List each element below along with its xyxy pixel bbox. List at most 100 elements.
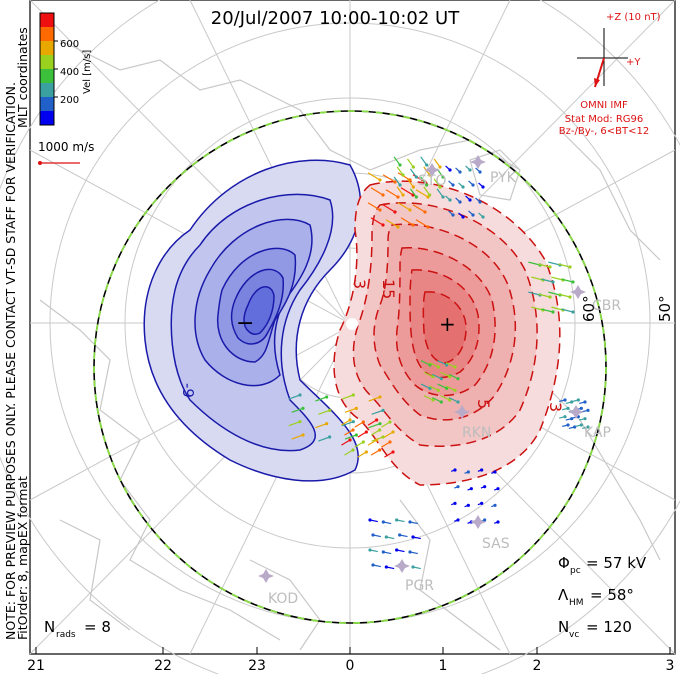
svg-text:HM: HM [569,598,584,608]
velocity-vector-origin [371,533,375,537]
station-label-kod: KOD [268,591,298,607]
velocity-vector-origin [378,208,382,212]
velocity-vector-origin [471,183,475,187]
colorbar-swatch [40,55,54,69]
velocity-vector-origin [493,470,497,474]
velocity-vector-origin [301,433,305,437]
velocity-vector [420,383,431,389]
svg-text:Λ: Λ [558,586,569,604]
velocity-vector-origin [428,193,432,197]
velocity-vector-origin [478,200,482,204]
station-label-pyk: PYK [490,170,517,186]
velocity-vector [357,431,367,438]
velocity-vector [370,217,384,226]
velocity-vector-origin [566,406,570,410]
velocity-vector [315,396,327,402]
velocity-vector-origin [368,518,372,522]
velocity-vector [423,186,431,196]
velocity-vector-origin [408,208,412,212]
colorbar-swatch [40,27,54,41]
velocity-vector-origin [445,386,449,390]
velocity-vector [531,276,544,281]
velocity-vector-origin [453,468,457,472]
imf-clock [577,28,628,88]
velocity-vector [291,434,304,440]
station-label-cbr: CBR [592,298,621,314]
velocity-vector [561,278,574,283]
velocity-vector-origin [395,518,399,522]
velocity-vector [354,441,364,448]
svg-text:pc: pc [570,566,581,576]
velocity-vector [423,395,434,401]
latitude-label-50: 50° [656,295,674,322]
velocity-vector-origin [436,365,440,369]
velocity-vector [558,293,571,298]
velocity-vector-origin [568,265,572,269]
contour-neg-6 [243,286,275,335]
velocity-vector-origin [361,420,365,424]
velocity-vector-origin [328,408,332,412]
velocity-vector-origin [583,400,587,404]
mlt-tick-label: 1 [439,658,448,674]
contour-label-neg: -9 [179,383,197,398]
velocity-vector-origin [381,193,385,197]
velocity-vector-origin [325,422,329,426]
station-label-sto: STO [418,173,446,189]
velocity-vector-origin [414,175,418,179]
velocity-vector-origin [393,180,397,184]
velocity-vector-origin [551,310,555,314]
velocity-vector [440,371,450,378]
negative-potential-cell [143,159,362,482]
velocity-vector-origin [456,377,460,381]
velocity-vector [344,449,354,456]
svg-text:Φ: Φ [558,554,570,572]
velocity-vector-origin [411,185,415,189]
scale-vector-dot [38,161,42,165]
velocity-vector [291,407,304,413]
velocity-vector [344,429,354,436]
station-marker-kod [258,569,274,583]
velocity-vector [538,293,551,298]
velocity-vector-origin [375,438,379,442]
velocity-vector-origin [496,487,500,491]
station-label-sas: SAS [482,536,510,552]
velocity-vector-origin [378,422,382,426]
n-rads-value: = 8 [84,618,111,636]
velocity-vector-origin [408,520,412,524]
velocity-vector-origin [425,163,429,167]
velocity-vector-origin [393,210,397,214]
velocity-vector-origin [354,406,358,410]
velocity-vector-origin [348,418,352,422]
colorbar-tick-600: 600 [60,39,79,50]
velocity-vector-origin [298,420,302,424]
velocity-vector-origin [445,363,449,367]
svg-text:N: N [44,618,55,636]
velocity-vector-origin [423,210,427,214]
velocity-vector-origin [398,163,402,167]
imf-source-label: OMNI IMF [580,100,628,111]
velocity-vector [412,204,426,213]
coordinates-note: MLT coordinates [15,27,30,128]
velocity-vector-origin [348,438,352,442]
velocity-vector-origin [378,428,382,432]
n-vc-value: = 120 [586,618,632,636]
velocity-vector-origin [378,178,382,182]
velocity-vector-origin [461,185,465,189]
hmb-boundary-green [93,110,607,624]
velocity-vector-origin [408,550,412,554]
contour-label-3b: 3 [546,402,565,412]
velocity-vector [429,385,439,391]
contour-pos-6 [422,291,467,364]
velocity-vector-origin [493,503,497,507]
velocity-vector-origin [384,565,388,569]
velocity-vector [551,276,564,281]
velocity-vector-origin [381,408,385,412]
station-marker-sas [470,515,486,529]
velocity-vector [551,306,564,311]
velocity-vector-origin [451,183,455,187]
velocity-vectors [288,156,590,570]
velocity-vector [354,421,364,428]
hmb-latitude: Λ HM [558,586,584,608]
velocity-vector-origin [458,200,462,204]
